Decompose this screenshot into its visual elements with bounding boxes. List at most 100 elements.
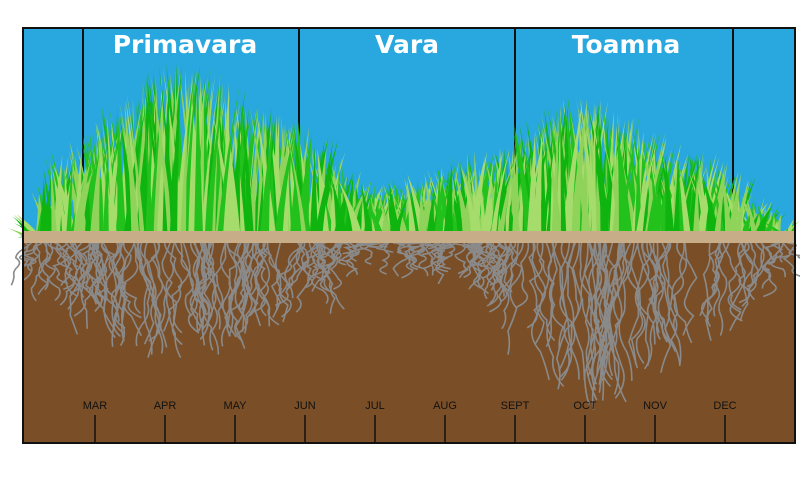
root — [100, 239, 142, 336]
root — [158, 239, 173, 348]
root — [507, 239, 530, 355]
grass-blade — [194, 76, 204, 236]
grass-blade — [309, 146, 318, 236]
root — [139, 239, 157, 345]
root — [327, 239, 345, 274]
root — [312, 239, 330, 291]
grass-blade — [314, 139, 339, 236]
grass-blade — [256, 110, 277, 236]
root — [188, 239, 201, 318]
root — [530, 239, 559, 381]
root — [285, 239, 324, 287]
grass-blade — [753, 204, 773, 236]
grass-blade — [378, 194, 391, 236]
root — [508, 239, 529, 308]
grass-blade — [148, 78, 165, 236]
root — [102, 239, 123, 330]
root — [424, 239, 445, 285]
root — [329, 239, 342, 290]
root — [473, 239, 496, 289]
root — [700, 239, 724, 320]
root — [397, 239, 429, 277]
grass-blade — [330, 173, 337, 236]
root — [219, 239, 231, 337]
root — [593, 239, 607, 376]
grass-blade — [443, 164, 454, 236]
root — [301, 239, 327, 271]
root — [598, 239, 614, 387]
root — [708, 239, 721, 317]
grass-blade — [288, 139, 307, 236]
grass-blade — [616, 119, 629, 236]
grass-blade — [541, 131, 557, 236]
grass-blade — [507, 147, 521, 236]
grass-blade — [673, 159, 680, 236]
root — [150, 239, 172, 332]
grass-blade — [559, 111, 567, 236]
ground-strip — [23, 231, 795, 243]
root — [598, 239, 623, 393]
root — [492, 239, 507, 297]
root — [80, 239, 97, 329]
grass-blade — [169, 64, 182, 236]
grass-blade — [331, 177, 346, 236]
grass-blade — [418, 189, 426, 236]
root — [91, 239, 105, 312]
grass-blade — [304, 136, 311, 236]
root — [100, 239, 124, 312]
root — [591, 239, 608, 385]
root — [152, 239, 164, 335]
root — [44, 239, 57, 291]
grass-blade — [490, 149, 510, 236]
root — [224, 239, 246, 338]
root — [648, 239, 672, 340]
root — [593, 239, 627, 403]
grass-blade — [50, 161, 57, 236]
month-label: MAY — [223, 400, 247, 412]
grass-blade — [151, 77, 174, 236]
grass-blade — [389, 184, 401, 236]
grass-blade — [117, 105, 127, 237]
season-label: Primavara — [113, 30, 258, 59]
root — [199, 239, 220, 355]
root — [634, 239, 646, 364]
month-label: OCT — [573, 400, 597, 412]
grass-blade — [259, 116, 274, 236]
root — [614, 239, 640, 348]
root — [167, 239, 191, 358]
root — [52, 239, 76, 284]
grass-blade — [763, 206, 779, 236]
month-label: APR — [154, 400, 177, 412]
grass-blade — [569, 100, 588, 236]
root — [275, 239, 306, 306]
frame — [22, 27, 796, 444]
grass-blade — [200, 87, 219, 237]
root — [47, 239, 72, 286]
root — [528, 239, 545, 344]
month-label: AUG — [433, 400, 457, 412]
root — [266, 239, 282, 318]
month-label: NOV — [643, 400, 668, 412]
grass-blade — [600, 125, 623, 236]
grass-blade — [482, 159, 494, 236]
grass-blade — [721, 170, 733, 236]
root — [18, 239, 30, 267]
root — [682, 239, 698, 336]
grass — [7, 62, 800, 239]
grass-blade — [338, 180, 363, 236]
root — [432, 239, 449, 272]
grass-blade — [182, 68, 198, 236]
root — [174, 239, 206, 322]
grass-blade — [692, 174, 700, 236]
grass-blade — [635, 142, 657, 236]
root — [120, 239, 142, 319]
grass-blade — [89, 143, 101, 236]
month-label: JUL — [365, 400, 385, 412]
month-label: JUN — [294, 400, 315, 412]
grass-blade — [360, 183, 374, 236]
grass-blade — [284, 121, 304, 236]
grass-blade — [212, 111, 236, 236]
root — [241, 239, 254, 332]
grass-blade — [733, 181, 749, 236]
